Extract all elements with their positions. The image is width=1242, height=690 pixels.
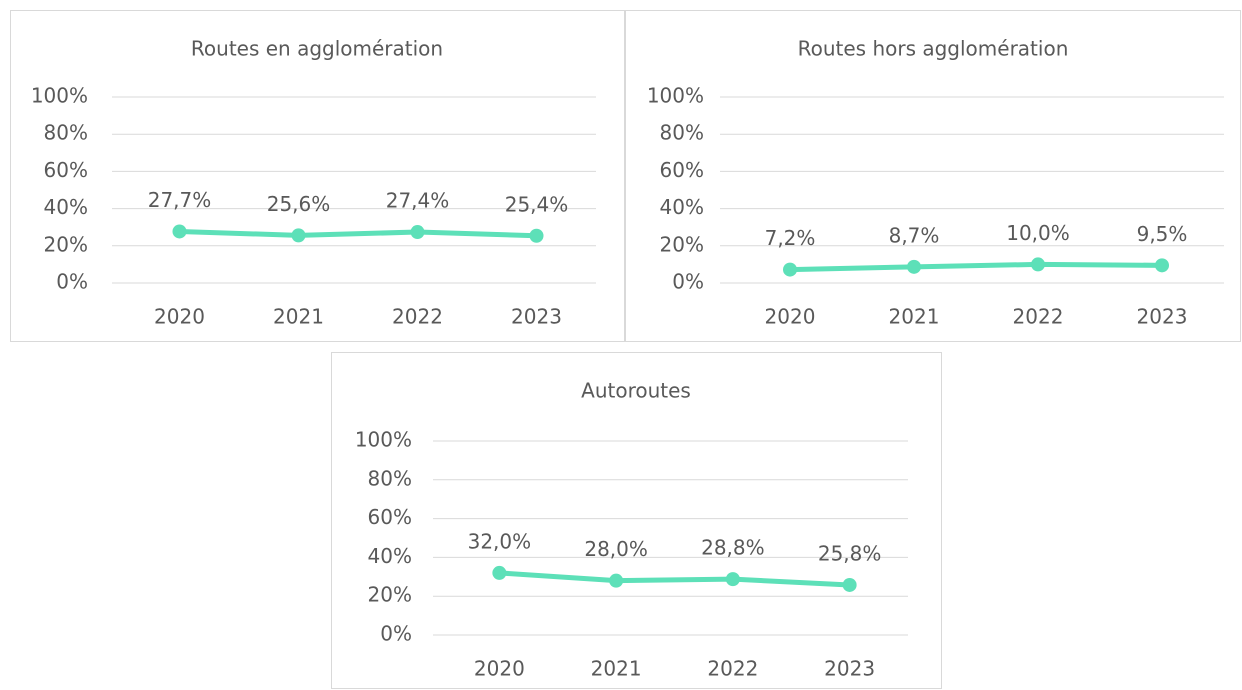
x-tick-label: 2020 (154, 305, 205, 329)
y-tick-label: 100% (355, 428, 412, 452)
data-point (492, 565, 507, 580)
y-tick-label: 0% (56, 270, 88, 294)
y-tick-label: 60% (368, 505, 412, 529)
x-tick-label: 2022 (707, 657, 758, 681)
data-label: 8,7% (889, 223, 940, 247)
x-tick-label: 2022 (1013, 305, 1064, 329)
x-tick-label: 2023 (1137, 305, 1188, 329)
chart-title: Routes hors agglomération (798, 37, 1069, 61)
y-tick-label: 20% (44, 232, 88, 256)
data-label: 7,2% (765, 226, 816, 250)
data-point (529, 228, 544, 243)
data-label: 25,8% (818, 541, 882, 565)
data-point (842, 577, 857, 592)
data-label: 9,5% (1137, 222, 1188, 246)
data-label: 32,0% (468, 529, 532, 553)
panel (625, 10, 1241, 342)
y-tick-label: 80% (44, 121, 88, 145)
x-tick-label: 2021 (591, 657, 642, 681)
data-point (609, 573, 624, 588)
data-point (725, 572, 740, 587)
data-label: 25,4% (505, 192, 569, 216)
data-point (1155, 258, 1169, 273)
data-point (291, 228, 306, 243)
y-tick-label: 80% (368, 466, 412, 490)
panel (331, 352, 942, 689)
y-tick-label: 20% (368, 583, 412, 607)
y-tick-label: 40% (660, 195, 704, 219)
x-tick-label: 2023 (824, 657, 875, 681)
x-tick-label: 2023 (511, 305, 562, 329)
x-tick-label: 2020 (765, 305, 816, 329)
data-point (410, 225, 425, 240)
x-tick-label: 2020 (474, 657, 525, 681)
data-point (907, 259, 921, 274)
chart-title: Routes en agglomération (191, 37, 443, 61)
data-point (172, 224, 187, 239)
y-tick-label: 20% (660, 232, 704, 256)
x-tick-label: 2021 (889, 305, 940, 329)
y-tick-label: 80% (660, 121, 704, 145)
x-tick-label: 2021 (273, 305, 324, 329)
chart-title: Autoroutes (581, 379, 691, 403)
y-tick-label: 60% (44, 158, 88, 182)
x-tick-label: 2022 (392, 305, 443, 329)
data-line (496, 570, 853, 588)
y-tick-label: 100% (647, 84, 704, 108)
data-line (787, 261, 1165, 273)
data-label: 27,7% (148, 188, 212, 212)
data-label: 25,6% (267, 192, 331, 216)
data-label: 10,0% (1006, 221, 1070, 245)
data-label: 28,0% (584, 537, 648, 561)
y-tick-label: 40% (368, 544, 412, 568)
y-tick-label: 60% (660, 158, 704, 182)
y-tick-label: 40% (44, 195, 88, 219)
y-tick-label: 100% (31, 84, 88, 108)
y-tick-label: 0% (672, 270, 704, 294)
panel (10, 10, 625, 342)
data-label: 28,8% (701, 536, 765, 560)
data-point (783, 262, 797, 277)
data-label: 27,4% (386, 189, 450, 213)
y-tick-label: 0% (380, 622, 412, 646)
data-line (177, 228, 539, 239)
data-point (1031, 257, 1045, 272)
